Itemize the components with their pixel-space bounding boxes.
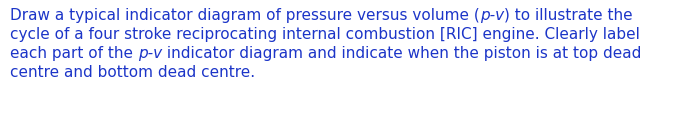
Text: ) to illustrate the: ) to illustrate the — [504, 8, 633, 23]
Text: Draw a typical indicator diagram of pressure versus volume (: Draw a typical indicator diagram of pres… — [10, 8, 480, 23]
Text: indicator diagram and indicate when the piston is at top dead: indicator diagram and indicate when the … — [162, 46, 642, 61]
Text: each part of the: each part of the — [10, 46, 138, 61]
Text: centre and bottom dead centre.: centre and bottom dead centre. — [10, 65, 255, 80]
Text: cycle of a four stroke reciprocating internal combustion [RIC] engine. Clearly l: cycle of a four stroke reciprocating int… — [10, 27, 640, 42]
Text: p-v: p-v — [138, 46, 162, 61]
Text: p-v: p-v — [480, 8, 504, 23]
